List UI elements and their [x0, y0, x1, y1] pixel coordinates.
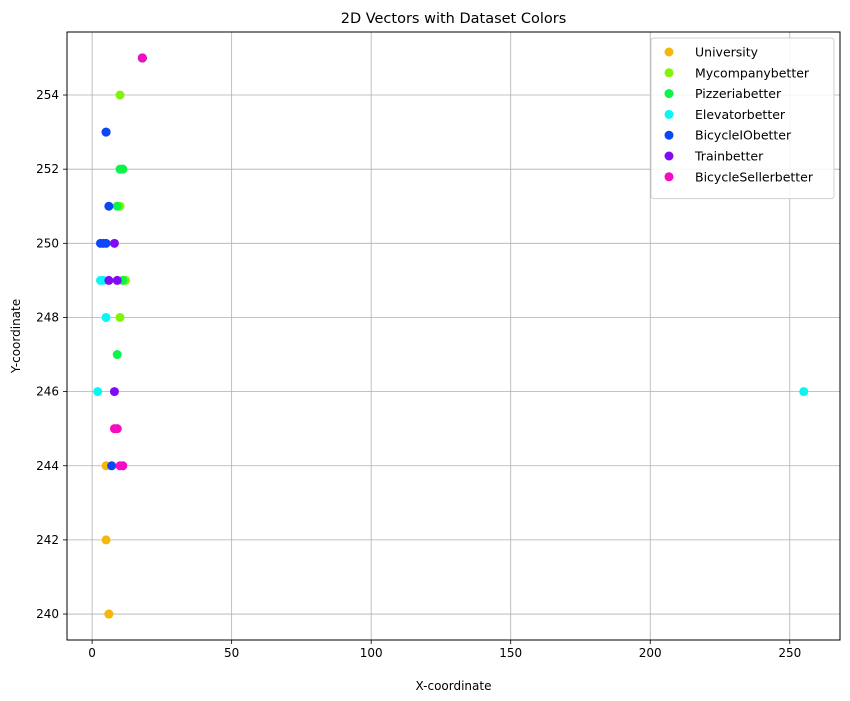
legend-label: Trainbetter	[694, 149, 764, 164]
data-point	[112, 201, 122, 211]
legend-marker	[664, 109, 674, 119]
y-tick-label: 248	[36, 310, 59, 324]
plot-area-frame	[66, 31, 841, 641]
legend-label: Elevatorbetter	[695, 107, 786, 122]
y-tick-label: 250	[36, 236, 59, 250]
x-tick-label: 200	[639, 646, 662, 660]
axis-ticks: 0 50 100 150 200 250 240 242 244 246 248 250 252 254	[36, 88, 801, 660]
data-point	[109, 387, 119, 397]
legend: University Mycompanybetter Pizzeriabetter E…	[650, 37, 835, 200]
legend-label: Pizzeriabetter	[695, 86, 782, 101]
legend-marker	[664, 172, 674, 182]
y-tick-label: 242	[36, 533, 59, 547]
legend-label: BicycleIObetter	[695, 128, 792, 143]
data-point	[104, 201, 114, 211]
data-point	[115, 90, 125, 100]
x-tick-label: 50	[224, 646, 239, 660]
x-tick-label: 150	[499, 646, 522, 660]
x-axis-label: X-coordinate	[416, 679, 492, 693]
y-tick-label: 254	[36, 88, 59, 102]
x-tick-label: 100	[360, 646, 383, 660]
legend-marker	[664, 151, 674, 161]
data-point	[101, 127, 111, 137]
chart-title: 2D Vectors with Dataset Colors	[341, 11, 567, 27]
legend-marker	[664, 130, 674, 140]
x-tick-label: 250	[778, 646, 801, 660]
legend-label: University	[695, 45, 759, 60]
y-tick-label: 240	[36, 607, 59, 621]
data-point	[93, 387, 103, 397]
data-point	[112, 350, 122, 360]
data-points	[93, 53, 809, 619]
data-point	[799, 387, 809, 397]
y-tick-label: 252	[36, 162, 59, 176]
data-point	[109, 238, 119, 248]
data-point	[118, 164, 128, 174]
y-axis-label: Y-coordinate	[9, 299, 23, 374]
legend-marker	[664, 47, 674, 57]
data-point	[101, 238, 111, 248]
data-point	[137, 53, 147, 63]
legend-marker	[664, 89, 674, 99]
legend-label: Mycompanybetter	[695, 65, 810, 80]
data-point	[112, 424, 122, 434]
y-tick-label: 246	[36, 385, 59, 399]
data-point	[118, 461, 128, 471]
legend-box	[650, 37, 835, 200]
data-point	[112, 275, 122, 285]
data-point	[101, 535, 111, 545]
legend-label: BicycleSellerbetter	[695, 169, 814, 184]
data-point	[101, 312, 111, 322]
data-point	[104, 609, 114, 619]
y-tick-label: 244	[36, 459, 59, 473]
data-point	[104, 275, 114, 285]
x-tick-label: 0	[88, 646, 96, 660]
legend-marker	[664, 68, 674, 78]
data-point	[107, 461, 117, 471]
data-point	[115, 312, 125, 322]
